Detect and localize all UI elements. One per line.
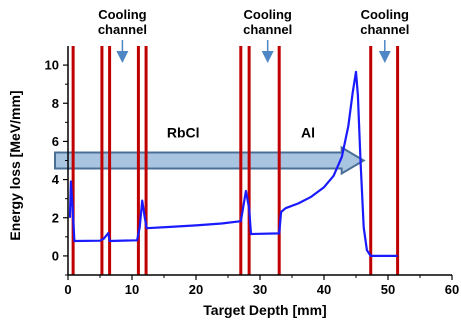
y-tick-label: 4 xyxy=(52,172,60,187)
cooling-channel-label-1-line2: channel xyxy=(98,22,147,37)
cooling-channel-label-2: Cooling xyxy=(243,7,291,22)
x-tick-label: 10 xyxy=(125,282,139,297)
x-tick-label: 20 xyxy=(189,282,203,297)
y-axis-title: Energy loss [MeV/mm] xyxy=(7,90,23,240)
y-tick-label: 10 xyxy=(45,58,59,73)
cooling-channel-label-1: Cooling xyxy=(98,7,146,22)
y-tick-label: 8 xyxy=(52,96,59,111)
x-tick-label: 30 xyxy=(253,282,267,297)
x-tick-label: 0 xyxy=(64,282,71,297)
energy-loss-curve xyxy=(68,70,398,257)
region-label-al: Al xyxy=(301,125,315,141)
x-tick-label: 40 xyxy=(317,282,331,297)
x-axis-title: Target Depth [mm] xyxy=(203,302,326,318)
region-label-rbcl: RbCl xyxy=(167,125,200,141)
y-tick-label: 2 xyxy=(52,210,59,225)
y-tick-label: 6 xyxy=(52,134,59,149)
cooling-channel-label-2-line2: channel xyxy=(243,22,292,37)
x-tick-label: 60 xyxy=(445,282,459,297)
cooling-channel-label-3: Cooling xyxy=(361,7,409,22)
cooling-channel-label-3-line2: channel xyxy=(360,22,409,37)
y-tick-label: 0 xyxy=(52,248,59,263)
x-tick-label: 50 xyxy=(381,282,395,297)
